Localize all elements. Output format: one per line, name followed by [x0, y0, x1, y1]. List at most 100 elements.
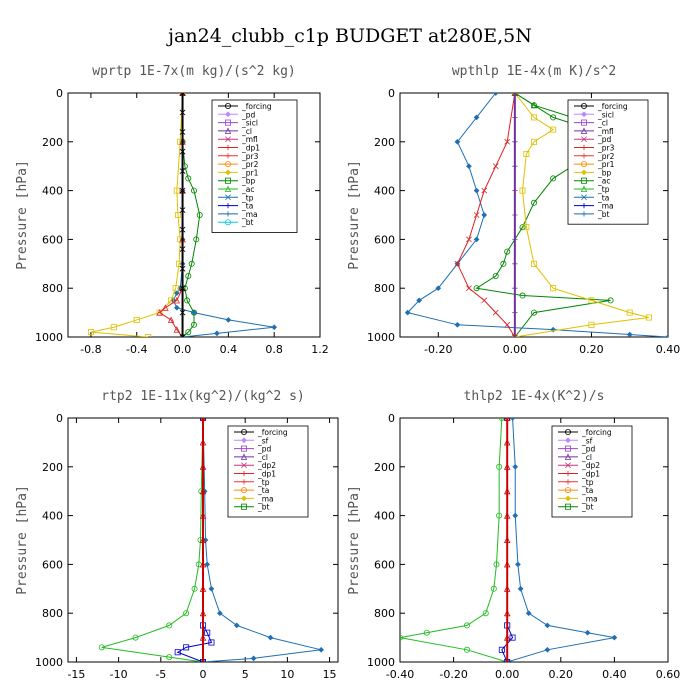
point_forcing	[503, 634, 511, 641]
point_bp	[190, 321, 197, 328]
series-line_bp	[182, 93, 201, 337]
point_pr1	[588, 297, 595, 304]
legend-entry: _ta	[257, 486, 269, 495]
legend-marker	[241, 470, 247, 477]
x-tick-label: -0.20	[439, 668, 467, 681]
point_tp	[267, 634, 274, 641]
point_pr1	[531, 260, 538, 267]
point_tp	[173, 304, 180, 311]
series-line_pr1	[514, 93, 649, 337]
point_dp1	[454, 260, 461, 267]
x-tick-label: 0.8	[265, 343, 283, 356]
point_ta	[498, 646, 505, 653]
point_forcing	[512, 261, 518, 267]
point_forcing	[199, 418, 207, 422]
y-tick-label: 800	[42, 607, 63, 620]
legend-entry: _ma	[581, 494, 598, 503]
legend-entry: _ma	[241, 210, 258, 219]
legend-marker	[565, 495, 571, 502]
x-tick-label: 0.00	[503, 343, 528, 356]
panel-title: wpthlp 1E-4x(m K)/s^2	[452, 64, 616, 79]
point_dp2	[132, 634, 139, 641]
legend-entry: _dp1	[581, 470, 600, 479]
legend-marker	[240, 503, 247, 510]
point_tp	[512, 463, 519, 470]
y-axis-label: Pressure [hPa]	[15, 485, 30, 595]
legend-entry: _cl	[581, 453, 592, 462]
point_forcing	[503, 512, 511, 519]
point_tp	[454, 321, 461, 328]
y-tick-label: 600	[374, 233, 395, 246]
legend-marker	[241, 437, 247, 444]
legend-marker	[580, 185, 588, 193]
point_forcing	[512, 163, 518, 169]
panel-title: rtp2 1E-11x(kg^2)/(kg^2 s)	[101, 389, 305, 404]
point_dp1	[156, 309, 163, 316]
legend-entry: _tp	[597, 185, 610, 194]
point_dp1	[173, 326, 181, 333]
x-tick-label: -0.8	[80, 343, 101, 356]
point_tp	[204, 561, 211, 568]
legend-entry: _dp2	[257, 461, 276, 470]
legend-entry: _forcing	[241, 102, 272, 111]
point_forcing	[503, 463, 511, 470]
point_forcing	[199, 512, 207, 519]
x-tick-label: -0.40	[386, 668, 414, 681]
legend-marker	[581, 119, 588, 126]
point_tp	[611, 634, 618, 641]
y-tick-label: 200	[42, 136, 63, 149]
y-tick-label: 800	[374, 282, 395, 295]
y-tick-label: 600	[42, 233, 63, 246]
legend: _forcing_sicl_cl_mfl_pd_pr3_pr2_pr1_bp_a…	[567, 99, 649, 225]
legend-entry: _tp	[581, 478, 594, 487]
point_forcing	[179, 93, 186, 96]
x-tick-label: -0.4	[126, 343, 147, 356]
legend-entry: _ma	[597, 202, 614, 211]
legend-marker	[581, 111, 587, 118]
point_forcing	[503, 418, 511, 422]
point_bp	[492, 272, 499, 279]
point_tp	[514, 561, 521, 568]
point_forcing	[199, 536, 207, 543]
y-tick-label: 400	[42, 510, 63, 523]
point_pr1	[588, 321, 595, 328]
point_pr1	[550, 126, 557, 133]
point_forcing	[199, 609, 207, 617]
point_dp1	[511, 93, 518, 96]
legend-marker	[241, 479, 247, 485]
y-tick-label: 1000	[367, 656, 395, 669]
point_tp	[525, 610, 532, 617]
point_forcing	[179, 285, 186, 292]
point_forcing	[179, 309, 186, 316]
point_dp1	[504, 138, 511, 145]
y-tick-label: 600	[374, 558, 395, 571]
legend-entry: _mfl	[241, 135, 258, 144]
panel-title: wprtp 1E-7x(m kg)/(s^2 kg)	[92, 64, 296, 79]
legend-marker	[581, 211, 587, 217]
y-tick-label: 0	[388, 87, 395, 100]
series-line_pr1	[90, 93, 184, 337]
point_tp	[473, 114, 480, 121]
panel-4: thlp2 1E-4x(K^2)/s Pressure [hPa] -0.40 -0.…	[347, 389, 680, 681]
legend-box	[227, 425, 309, 518]
point_bp	[519, 292, 526, 299]
point_forcing	[512, 334, 518, 337]
panel-1: wprtp 1E-7x(m kg)/(s^2 kg) Pressure [hPa]…	[15, 64, 329, 356]
point_dp2	[493, 561, 500, 568]
y-tick-label: 400	[42, 185, 63, 198]
legend-marker	[581, 169, 587, 176]
legend-marker	[581, 153, 587, 159]
point_forcing	[179, 129, 186, 135]
legend-marker	[581, 161, 588, 168]
point_forcing	[512, 236, 518, 242]
point_bp	[550, 175, 557, 182]
legend-entry: _pd	[257, 445, 272, 454]
panel-2: wpthlp 1E-4x(m K)/s^2 Pressure [hPa] -0.20…	[347, 64, 680, 356]
point_pr1	[87, 329, 94, 336]
x-tick-label: 15	[323, 668, 337, 681]
point_forcing	[512, 139, 518, 145]
y-tick-label: 400	[374, 185, 395, 198]
y-tick-label: 0	[56, 412, 63, 425]
legend-entry: _sf	[257, 436, 269, 445]
point_tp	[492, 93, 499, 96]
